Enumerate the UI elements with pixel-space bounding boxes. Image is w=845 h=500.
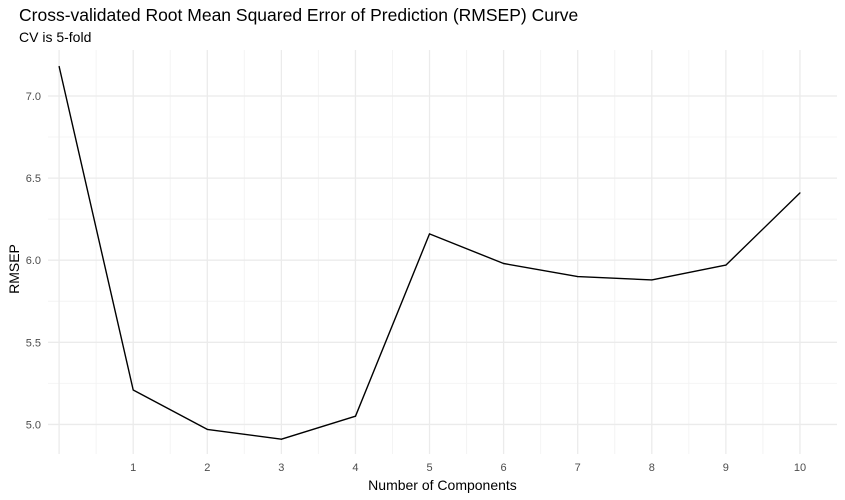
- data-point: [651, 279, 653, 281]
- x-tick-label: 5: [426, 462, 432, 474]
- y-tick-label: 5.0: [26, 419, 41, 431]
- x-tick-label: 4: [352, 462, 358, 474]
- x-tick-label: 10: [794, 462, 806, 474]
- data-point: [132, 389, 134, 391]
- data-point: [577, 276, 579, 278]
- data-point: [58, 65, 60, 68]
- x-axis-label: Number of Components: [368, 477, 517, 493]
- data-point: [503, 262, 505, 265]
- y-tick-label: 6.5: [26, 173, 41, 185]
- data-point: [725, 264, 727, 266]
- y-tick-label: 7.0: [26, 91, 41, 103]
- data-point: [206, 428, 208, 430]
- x-tick-label: 7: [575, 462, 581, 474]
- data-point: [428, 233, 431, 235]
- data-point: [799, 192, 801, 194]
- y-tick-label: 6.0: [26, 255, 41, 267]
- x-tick-label: 1: [130, 462, 136, 474]
- data-point: [280, 438, 282, 440]
- x-tick-label: 2: [204, 462, 210, 474]
- x-tick-label: 6: [501, 462, 507, 474]
- data-point: [354, 415, 357, 417]
- chart-subtitle: CV is 5-fold: [19, 29, 92, 45]
- x-tick-label: 8: [649, 462, 655, 474]
- chart-title: Cross-validated Root Mean Squared Error …: [19, 5, 579, 25]
- y-tick-label: 5.5: [26, 337, 41, 349]
- x-tick-label: 3: [278, 462, 284, 474]
- x-tick-label: 9: [723, 462, 729, 474]
